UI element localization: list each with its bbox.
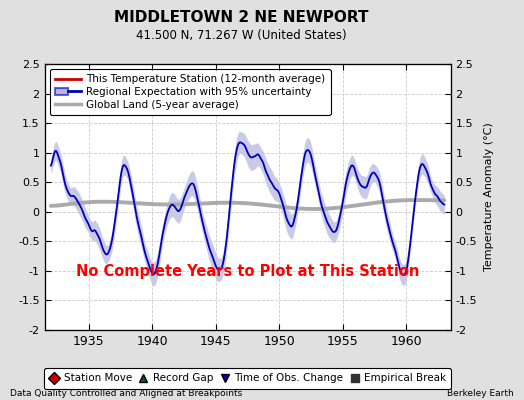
Legend: Station Move, Record Gap, Time of Obs. Change, Empirical Break: Station Move, Record Gap, Time of Obs. C… <box>44 368 451 389</box>
Text: No Complete Years to Plot at This Station: No Complete Years to Plot at This Statio… <box>76 264 419 279</box>
Text: MIDDLETOWN 2 NE NEWPORT: MIDDLETOWN 2 NE NEWPORT <box>114 10 368 25</box>
Y-axis label: Temperature Anomaly (°C): Temperature Anomaly (°C) <box>484 123 494 271</box>
Text: 41.500 N, 71.267 W (United States): 41.500 N, 71.267 W (United States) <box>136 29 346 42</box>
Text: Data Quality Controlled and Aligned at Breakpoints: Data Quality Controlled and Aligned at B… <box>10 389 243 398</box>
Text: Berkeley Earth: Berkeley Earth <box>447 389 514 398</box>
